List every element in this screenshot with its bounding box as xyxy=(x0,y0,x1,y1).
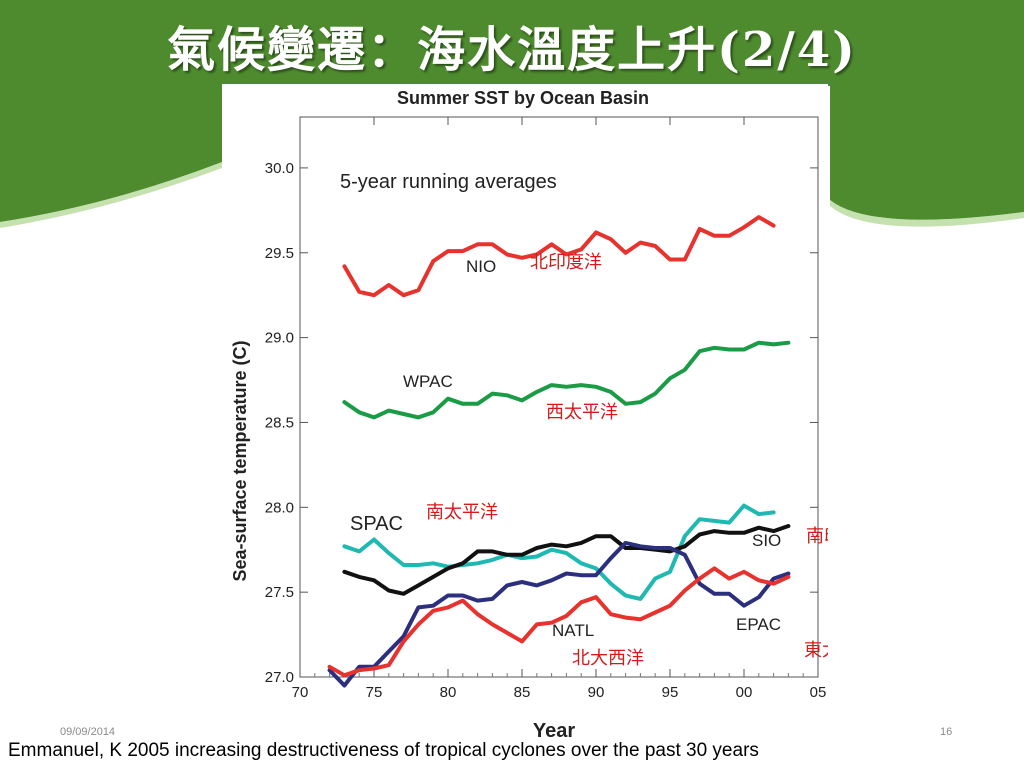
label-nio: NIO xyxy=(466,257,496,276)
label-natl: NATL xyxy=(552,621,594,640)
y-tick-label: 29.0 xyxy=(265,330,294,347)
label-sio-cn: 南印度洋 xyxy=(806,526,828,547)
y-tick-label: 27.0 xyxy=(265,669,294,686)
slide-date: 09/09/2014 xyxy=(60,726,116,738)
x-tick-label: 05 xyxy=(810,684,827,701)
series-line-natl xyxy=(327,566,791,678)
slide-page-number: 16 xyxy=(940,726,953,738)
series-lines xyxy=(327,215,791,688)
series-line-epac xyxy=(327,540,791,688)
citation-text: Emmanuel, K 2005 increasing destructiven… xyxy=(8,740,759,761)
label-wpac-cn: 西太平洋 xyxy=(546,402,618,423)
plot-frame xyxy=(299,116,819,678)
x-axis: 70 75 80 85 90 95 00 05 xyxy=(292,117,827,701)
series-line-wpac xyxy=(342,340,791,420)
label-sio: SIO xyxy=(752,531,781,550)
banner-highlight xyxy=(0,162,222,228)
chart-subtitle: 5-year running averages xyxy=(340,171,557,193)
x-tick-label: 70 xyxy=(292,684,309,701)
series-line-nio xyxy=(342,215,776,298)
x-tick-label: 85 xyxy=(514,684,531,701)
slide-title: 氣候變遷：海水溫度上升(2/4) xyxy=(167,22,857,78)
label-wpac: WPAC xyxy=(403,372,453,391)
x-tick-label: 80 xyxy=(440,684,457,701)
label-spac: SPAC xyxy=(350,513,403,535)
banner-highlight-right xyxy=(830,200,1024,227)
title-banner xyxy=(0,0,1024,222)
label-epac-cn: 東太平洋 xyxy=(804,640,828,661)
y-tick-label: 30.0 xyxy=(265,160,294,177)
label-nio-cn: 北印度洋 xyxy=(530,252,602,273)
y-tick-label: 27.5 xyxy=(265,584,294,601)
y-tick-label: 29.5 xyxy=(265,245,294,262)
label-spac-cn: 南太平洋 xyxy=(426,502,498,523)
x-tick-label: 95 xyxy=(662,684,679,701)
y-axis: 27.0 27.5 28.0 28.5 29.0 29.5 30.0 xyxy=(265,160,818,686)
y-tick-label: 28.5 xyxy=(265,414,294,431)
x-tick-label: 00 xyxy=(736,684,753,701)
label-epac: EPAC xyxy=(736,615,781,634)
y-axis-title: Sea-surface temperature (C) xyxy=(230,340,250,581)
label-natl-cn: 北大西洋 xyxy=(572,648,644,669)
series-line-spac xyxy=(342,503,776,601)
x-tick-label: 90 xyxy=(588,684,605,701)
sst-chart-panel: Summer SST by Ocean Basin 5-year running… xyxy=(222,84,828,744)
sst-line-chart: Summer SST by Ocean Basin 5-year running… xyxy=(230,88,828,742)
y-tick-label: 28.0 xyxy=(265,499,294,516)
x-tick-label: 75 xyxy=(366,684,383,701)
x-axis-title: Year xyxy=(533,720,575,742)
series-line-sio xyxy=(342,524,791,596)
chart-title: Summer SST by Ocean Basin xyxy=(397,88,649,108)
